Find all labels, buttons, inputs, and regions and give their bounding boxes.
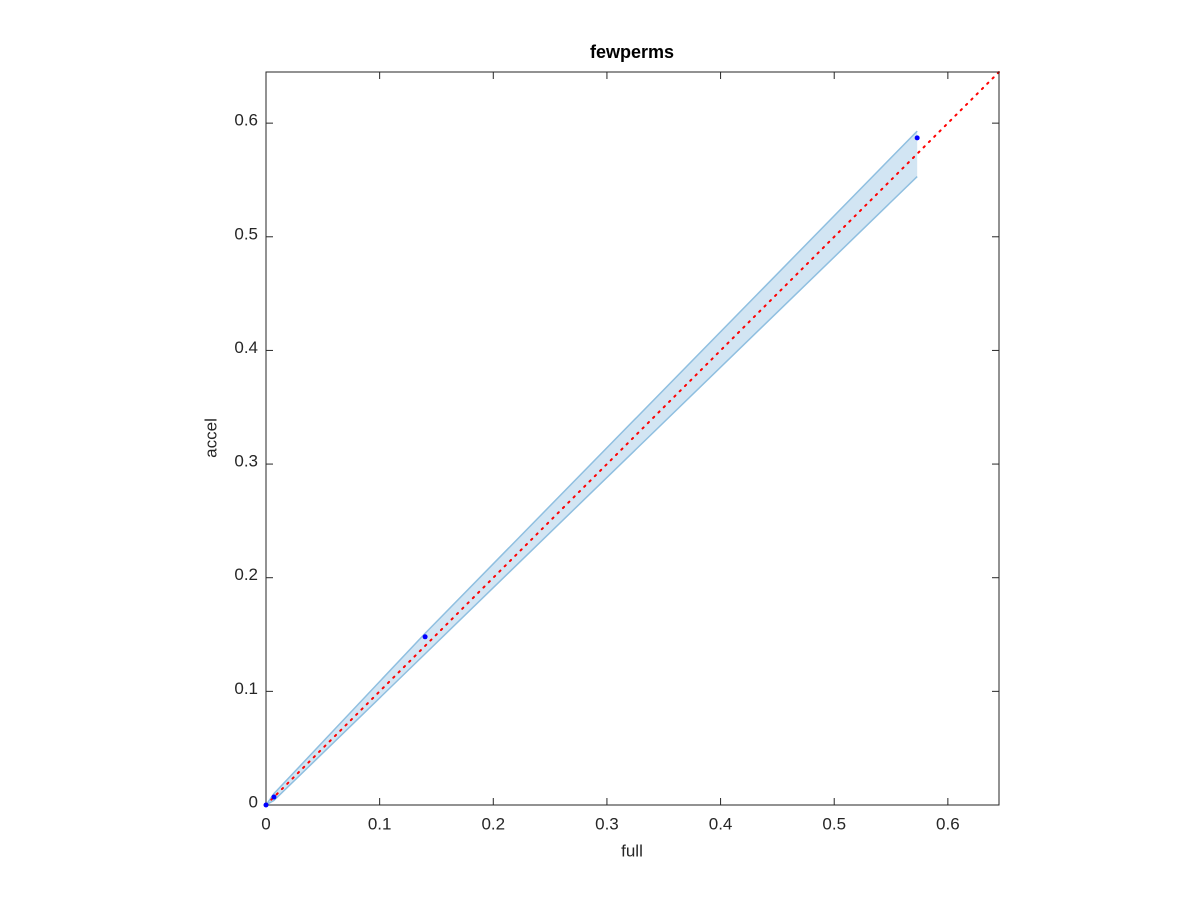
y-tick-label: 0.5 xyxy=(234,224,258,243)
x-tick-label: 0 xyxy=(261,814,270,833)
data-point xyxy=(271,794,277,800)
data-point xyxy=(263,802,269,808)
y-tick-label: 0.4 xyxy=(234,338,258,357)
plot-frame xyxy=(265,71,1000,806)
y-axis-label: accel xyxy=(201,418,220,458)
chart-title: fewperms xyxy=(590,42,674,62)
x-tick-label: 0.3 xyxy=(595,814,619,833)
y-tick-label: 0.1 xyxy=(234,679,258,698)
y-tick-label: 0.3 xyxy=(234,452,258,471)
x-tick-label: 0.1 xyxy=(368,814,392,833)
x-tick-label: 0.6 xyxy=(936,814,960,833)
data-point xyxy=(914,135,920,141)
x-axis-label: full xyxy=(621,841,643,860)
band-upper-edge xyxy=(265,130,918,806)
data-point xyxy=(422,634,428,640)
band-lower-edge xyxy=(265,176,918,806)
x-tick-label: 0.4 xyxy=(709,814,733,833)
y-tick-label: 0.6 xyxy=(234,111,258,130)
x-tick-label: 0.2 xyxy=(481,814,505,833)
y-tick-label: 0 xyxy=(249,792,258,811)
y-tick-label: 0.2 xyxy=(234,565,258,584)
confidence-band xyxy=(266,131,918,805)
x-tick-label: 0.5 xyxy=(822,814,846,833)
reference-line xyxy=(265,71,1000,806)
